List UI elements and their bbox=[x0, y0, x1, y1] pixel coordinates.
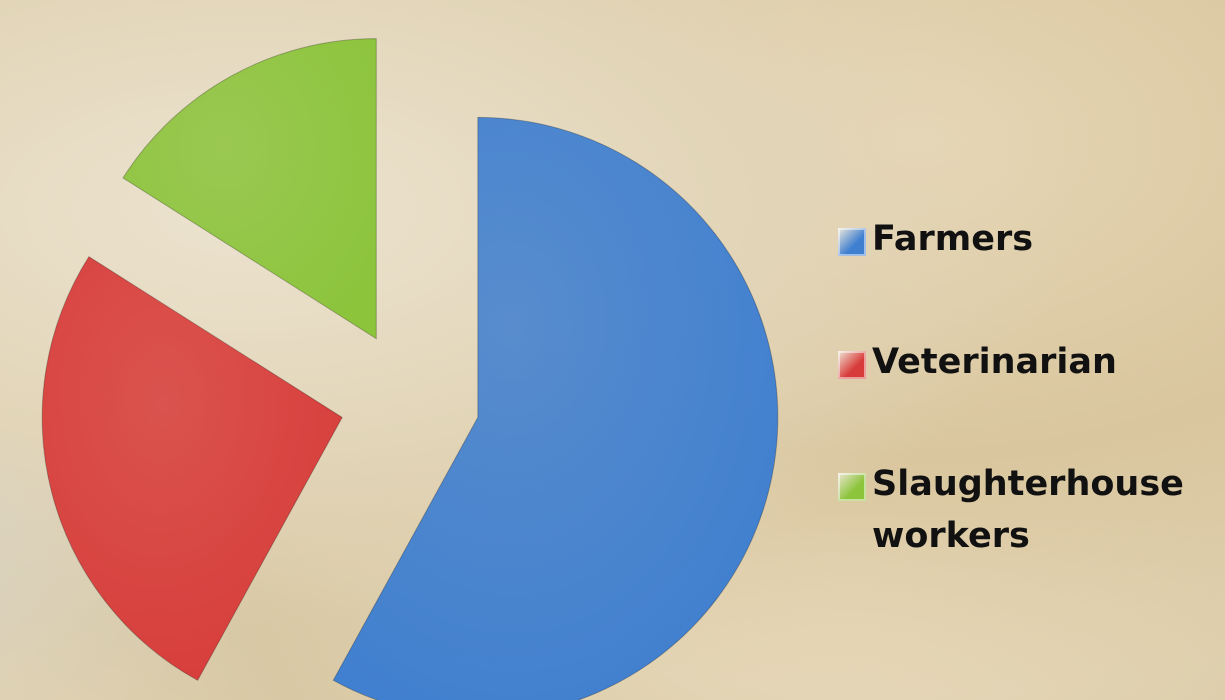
pie-chart bbox=[0, 0, 800, 700]
legend-swatch bbox=[838, 228, 866, 256]
legend-label: Farmers bbox=[872, 213, 1033, 265]
pie-slice bbox=[123, 39, 376, 339]
legend-swatch bbox=[838, 351, 866, 379]
legend-item: Farmers bbox=[838, 222, 1223, 265]
legend-swatch bbox=[838, 473, 866, 501]
legend-item: Slaughterhouse workers bbox=[838, 467, 1223, 562]
pie-slice bbox=[333, 117, 778, 700]
legend-label: Veterinarian bbox=[872, 336, 1117, 388]
legend-label: Slaughterhouse workers bbox=[872, 458, 1223, 562]
page: Farmers Veterinarian Slaughterhouse worker… bbox=[0, 0, 1225, 700]
legend-item: Veterinarian bbox=[838, 345, 1223, 388]
pie-slice bbox=[42, 257, 342, 681]
